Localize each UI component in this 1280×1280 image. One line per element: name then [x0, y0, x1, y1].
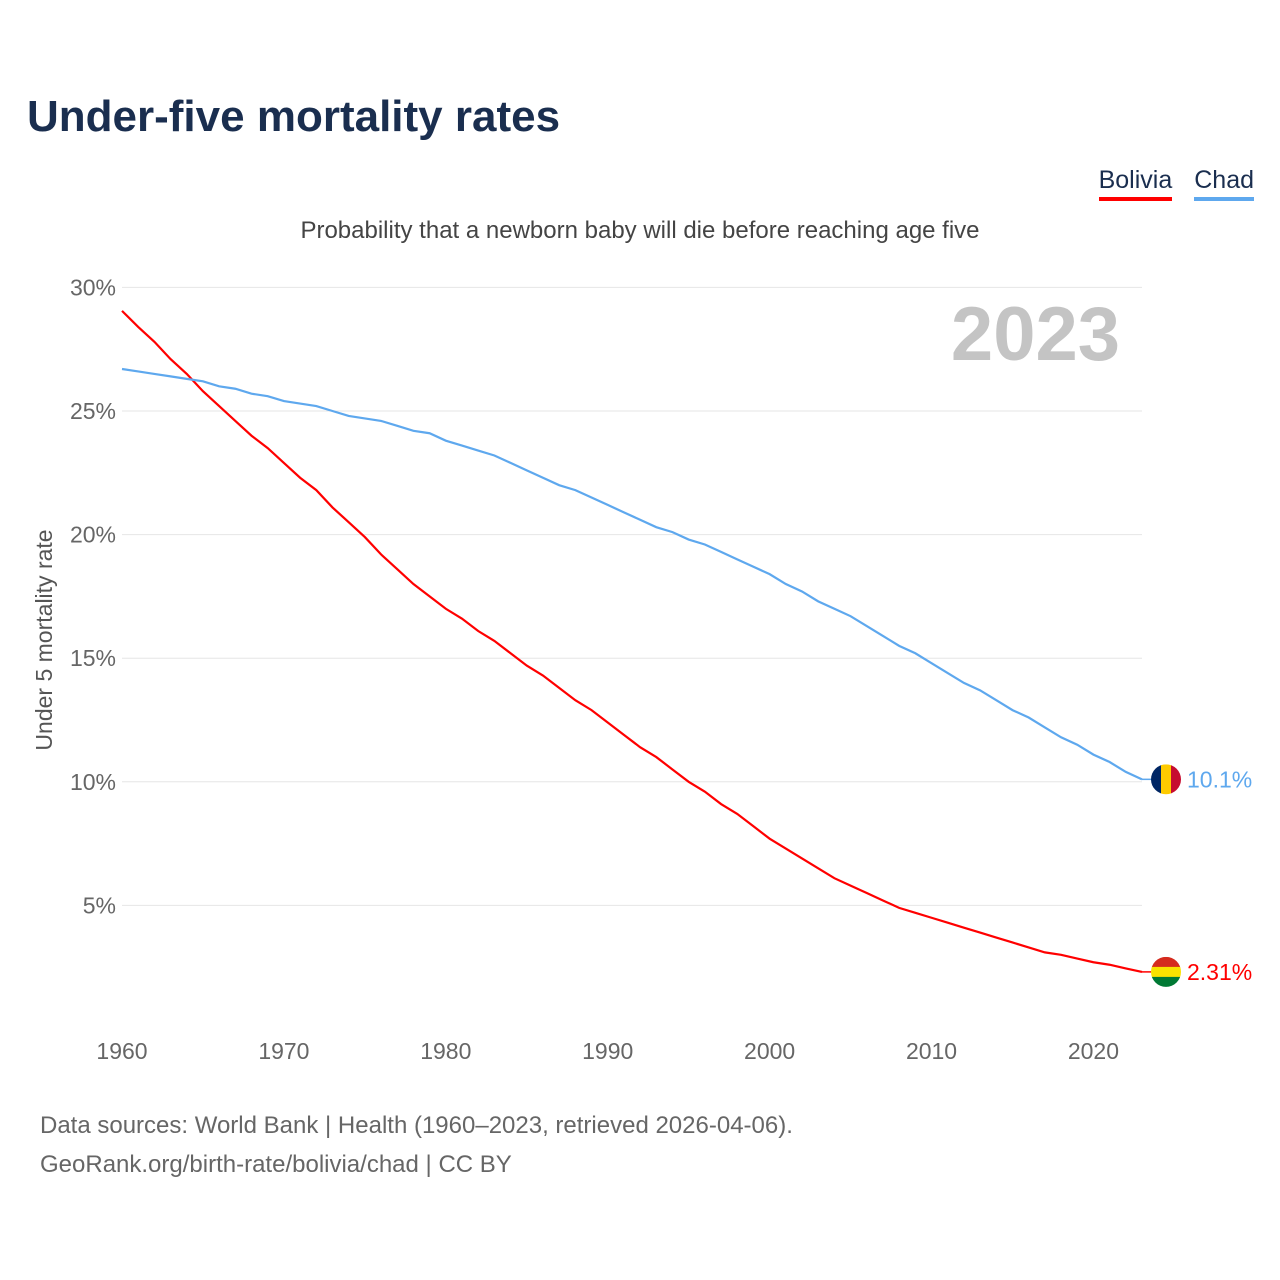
- x-tick-label: 1990: [582, 1038, 633, 1064]
- chart-subtitle: Probability that a newborn baby will die…: [300, 217, 980, 244]
- x-tick-label: 2010: [906, 1038, 957, 1064]
- y-axis-label: Under 5 mortality rate: [31, 529, 57, 750]
- legend: Bolivia Chad: [1098, 166, 1254, 201]
- end-value-label: 2.31%: [1187, 959, 1252, 985]
- y-tick-label: 20%: [70, 522, 116, 548]
- y-tick-label: 15%: [70, 645, 116, 671]
- x-tick-label: 1960: [96, 1038, 147, 1064]
- bolivia-flag-icon: [1151, 956, 1181, 987]
- data-source: Data sources: World Bank | Health (1960–…: [40, 1112, 793, 1139]
- year-label: 2023: [951, 292, 1120, 377]
- x-tick-label: 2020: [1068, 1038, 1119, 1064]
- x-tick-label: 1970: [258, 1038, 309, 1064]
- y-tick-label: 25%: [70, 398, 116, 424]
- x-tick-label: 2000: [744, 1038, 795, 1064]
- attribution-link[interactable]: GeoRank.org/birth-rate/bolivia/chad | CC…: [40, 1151, 512, 1178]
- series-line-chad: [121, 367, 1143, 781]
- footer: Data sources: World Bank | Health (1960–…: [40, 1106, 793, 1184]
- y-tick-label: 5%: [83, 892, 116, 918]
- chart-title: Under-five mortality rates: [27, 92, 561, 141]
- legend-item-bolivia[interactable]: Bolivia: [1098, 166, 1173, 201]
- y-tick-label: 10%: [70, 769, 116, 795]
- chad-flag-icon: [1151, 764, 1181, 795]
- end-value-label: 10.1%: [1187, 766, 1252, 792]
- y-tick-label: 30%: [70, 274, 116, 300]
- legend-item-chad[interactable]: Chad: [1194, 166, 1254, 201]
- x-tick-label: 1980: [420, 1038, 471, 1064]
- series-line-bolivia: [121, 310, 1143, 973]
